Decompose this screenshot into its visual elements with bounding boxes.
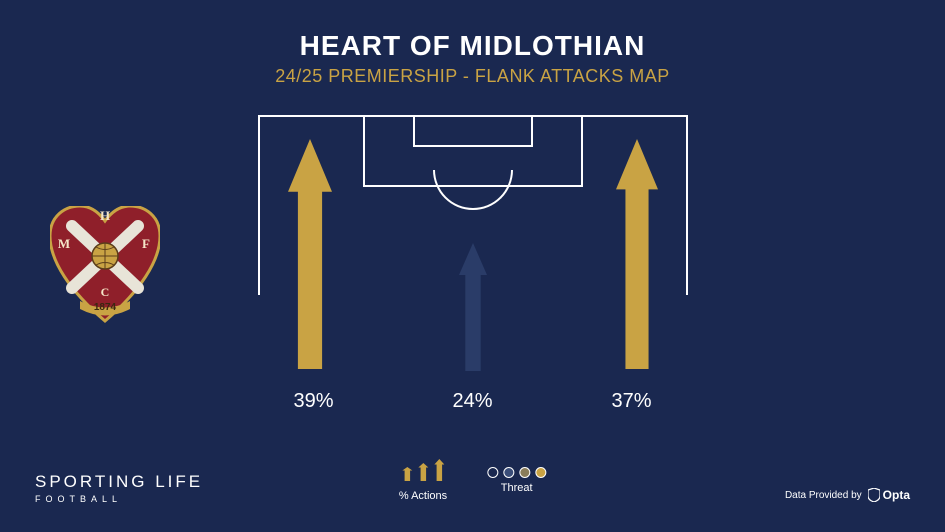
pitch-diagram: 39% 24% 37% [258, 115, 688, 425]
legend: % Actions Threat [399, 459, 546, 502]
title-block: HEART OF MIDLOTHIAN 24/25 PREMIERSHIP - … [173, 30, 773, 87]
crest-letter-f: F [142, 236, 150, 251]
threat-dot [535, 467, 546, 478]
legend-actions-arrows [402, 459, 444, 486]
flank-arrow-left [288, 139, 332, 369]
brand-block: SPORTING LIFE FOOTBALL [35, 472, 203, 504]
crest-year: 1874 [94, 302, 117, 313]
legend-actions-label: % Actions [399, 490, 447, 502]
threat-dot [487, 467, 498, 478]
pct-label-left: 39% [294, 390, 334, 413]
pct-label-center: 24% [452, 390, 492, 413]
brand-sub: FOOTBALL [35, 494, 203, 504]
flank-arrow-center [459, 243, 487, 371]
club-crest-area: H M F C 1874 [35, 206, 175, 326]
legend-threat-label: Threat [501, 482, 533, 494]
crest-letter-c: C [101, 285, 110, 299]
legend-actions: % Actions [399, 459, 447, 502]
six-yard-box [413, 117, 533, 147]
data-provider: Data Provided by Opta [785, 488, 910, 502]
threat-dot [503, 467, 514, 478]
legend-threat: Threat [487, 467, 546, 494]
infographic-container: H M F C 1874 HEART OF MIDLOTHIAN 24/25 P… [0, 0, 945, 532]
chart-title: HEART OF MIDLOTHIAN [173, 30, 773, 62]
opta-shield-icon [868, 488, 880, 502]
club-crest: H M F C 1874 [50, 206, 160, 326]
brand-main: SPORTING LIFE [35, 472, 203, 492]
provider-prefix: Data Provided by [785, 490, 862, 501]
crest-letter-h: H [100, 208, 110, 223]
crest-letter-m: M [58, 236, 70, 251]
opta-logo: Opta [868, 488, 910, 502]
legend-threat-dots [487, 467, 546, 478]
penalty-arc [433, 170, 513, 210]
flank-arrow-right [616, 139, 658, 369]
chart-subtitle: 24/25 PREMIERSHIP - FLANK ATTACKS MAP [173, 66, 773, 87]
threat-dot [519, 467, 530, 478]
provider-name: Opta [883, 488, 910, 502]
pct-label-right: 37% [611, 390, 651, 413]
